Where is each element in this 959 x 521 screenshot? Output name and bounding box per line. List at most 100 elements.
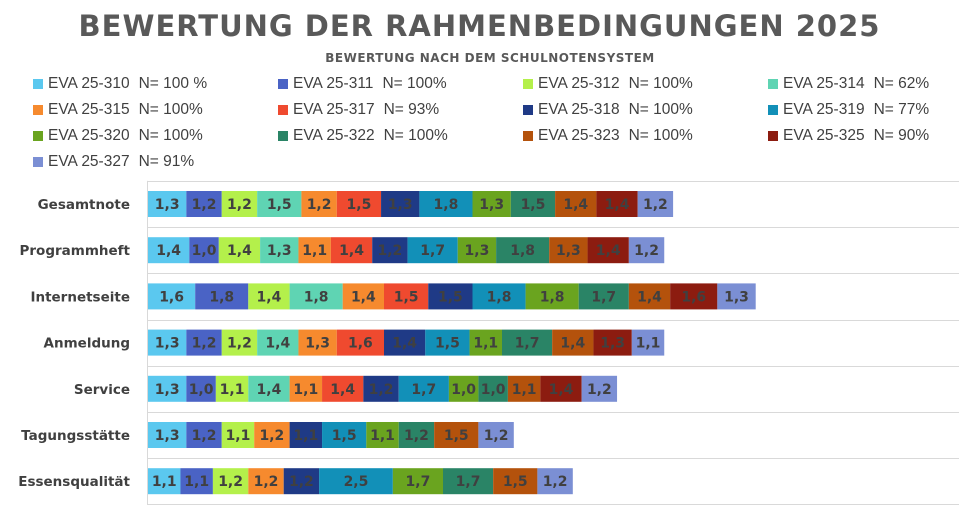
bar-data-label: 1,1: [293, 428, 318, 444]
bar-data-label: 1,3: [155, 428, 180, 444]
bar-segment: [363, 375, 399, 402]
legend-series-n: N= 62%: [873, 75, 930, 92]
bar-segment: [148, 191, 187, 217]
bar-data-label: 1,6: [681, 289, 706, 305]
bar-segment: [525, 283, 579, 310]
bar-data-label: 1,5: [435, 336, 460, 352]
category-label: Internetseite: [30, 289, 130, 305]
bar-data-label: 1,0: [451, 382, 476, 398]
bar-segment: [289, 283, 343, 310]
bar-segment: [180, 468, 213, 495]
bar-segment: [257, 329, 299, 356]
bar-segment: [372, 237, 408, 264]
bar-segment: [670, 283, 718, 310]
bar-data-label: 1,2: [369, 382, 394, 398]
bar-segment: [257, 191, 302, 217]
bar-data-label: 1,7: [591, 289, 616, 305]
bar-data-label: 1,4: [265, 336, 290, 352]
category-label: Tagungsstätte: [21, 428, 130, 444]
bar-data-label: 1,7: [420, 243, 445, 259]
bar-segment: [398, 422, 435, 448]
legend-swatch: [768, 79, 778, 89]
bar-segment: [186, 191, 222, 217]
bar-segment: [398, 375, 449, 402]
bar-segment: [221, 191, 258, 217]
bar-data-label: 2,5: [344, 474, 369, 490]
bar-data-label: 1,2: [192, 197, 217, 213]
bar-segment: [628, 283, 671, 310]
legend-swatch: [768, 131, 778, 141]
legend-series-n: N= 91%: [138, 153, 195, 170]
legend-series-n: N= 93%: [383, 101, 440, 118]
bar-segment: [342, 283, 384, 310]
bar-data-label: 1,3: [155, 382, 180, 398]
bar-data-label: 1,1: [636, 336, 661, 352]
bar-data-label: 1,2: [254, 474, 279, 490]
bar-segment: [596, 191, 638, 217]
chart-subtitle: BEWERTUNG NACH DEM SCHULNOTENSYSTEM: [325, 51, 655, 65]
bar-data-label: 1,2: [227, 197, 252, 213]
bar-data-label: 1,1: [226, 428, 251, 444]
bar-data-label: 1,1: [302, 243, 327, 259]
bar-data-label: 1,3: [556, 243, 581, 259]
bar-data-label: 1,2: [587, 382, 612, 398]
legend-swatch: [33, 105, 43, 115]
bar-segment: [148, 283, 196, 310]
bar-segment: [195, 283, 249, 310]
bar-data-label: 1,2: [484, 428, 509, 444]
bar-data-label: 1,4: [156, 243, 181, 259]
bar-segment: [301, 191, 337, 217]
bar-data-label: 1,6: [348, 336, 373, 352]
bar-data-label: 1,5: [438, 289, 463, 305]
legend-series-name: EVA 25-311: [293, 75, 374, 92]
bar-segment: [260, 237, 299, 264]
bar-segment: [496, 237, 550, 264]
bar-segment: [221, 329, 258, 356]
category-label: Programmheft: [20, 243, 131, 259]
legend-series-name: EVA 25-315: [48, 101, 130, 118]
bar-segment: [448, 375, 479, 402]
bar-segment: [478, 375, 508, 402]
legend-series-name: EVA 25-320: [48, 127, 130, 144]
bar-data-label: 1,8: [487, 289, 512, 305]
bar-segment: [443, 468, 494, 495]
bar-segment: [493, 468, 538, 495]
bar-data-label: 1,1: [370, 428, 395, 444]
bar-segment: [472, 283, 526, 310]
legend-series-name: EVA 25-310: [48, 75, 130, 92]
bar-data-label: 1,4: [563, 197, 588, 213]
bar-segment: [289, 422, 323, 448]
bar-segment: [540, 375, 582, 402]
bar-segment: [428, 283, 473, 310]
bar-segment: [319, 468, 393, 495]
bar-data-label: 1,1: [473, 336, 498, 352]
bar-data-label: 1,3: [600, 336, 625, 352]
chart-title: BEWERTUNG DER RAHMENBEDINGUNGEN 2025: [78, 9, 881, 43]
bar-data-label: 1,2: [643, 197, 668, 213]
bar-data-label: 1,2: [192, 428, 217, 444]
bar-segment: [366, 422, 399, 448]
bar-data-label: 1,8: [209, 289, 234, 305]
legend-swatch: [523, 79, 533, 89]
bar-segment: [186, 375, 216, 402]
bar-segment: [212, 468, 249, 495]
bar-data-label: 1,3: [155, 336, 180, 352]
legend-swatch: [768, 105, 778, 115]
bar-data-label: 1,7: [411, 382, 436, 398]
bar-segment: [148, 237, 190, 264]
bar-segment: [717, 283, 756, 310]
bar-segment: [581, 375, 618, 402]
category-label: Gesamtnote: [38, 197, 130, 213]
bar-segment: [381, 191, 420, 217]
bar-segment: [186, 329, 222, 356]
legend-item: EVA 25-318 N= 100%: [523, 101, 693, 119]
bar-segment: [434, 422, 479, 448]
bar-data-label: 1,0: [189, 382, 214, 398]
legend-item: EVA 25-315 N= 100%: [33, 101, 203, 119]
legend-item: EVA 25-320 N= 100%: [33, 127, 203, 145]
bar-data-label: 1,5: [394, 289, 419, 305]
bar-segment: [218, 237, 261, 264]
bar-data-label: 1,3: [155, 197, 180, 213]
bar-data-label: 1,8: [434, 197, 459, 213]
bar-segment: [457, 237, 497, 264]
